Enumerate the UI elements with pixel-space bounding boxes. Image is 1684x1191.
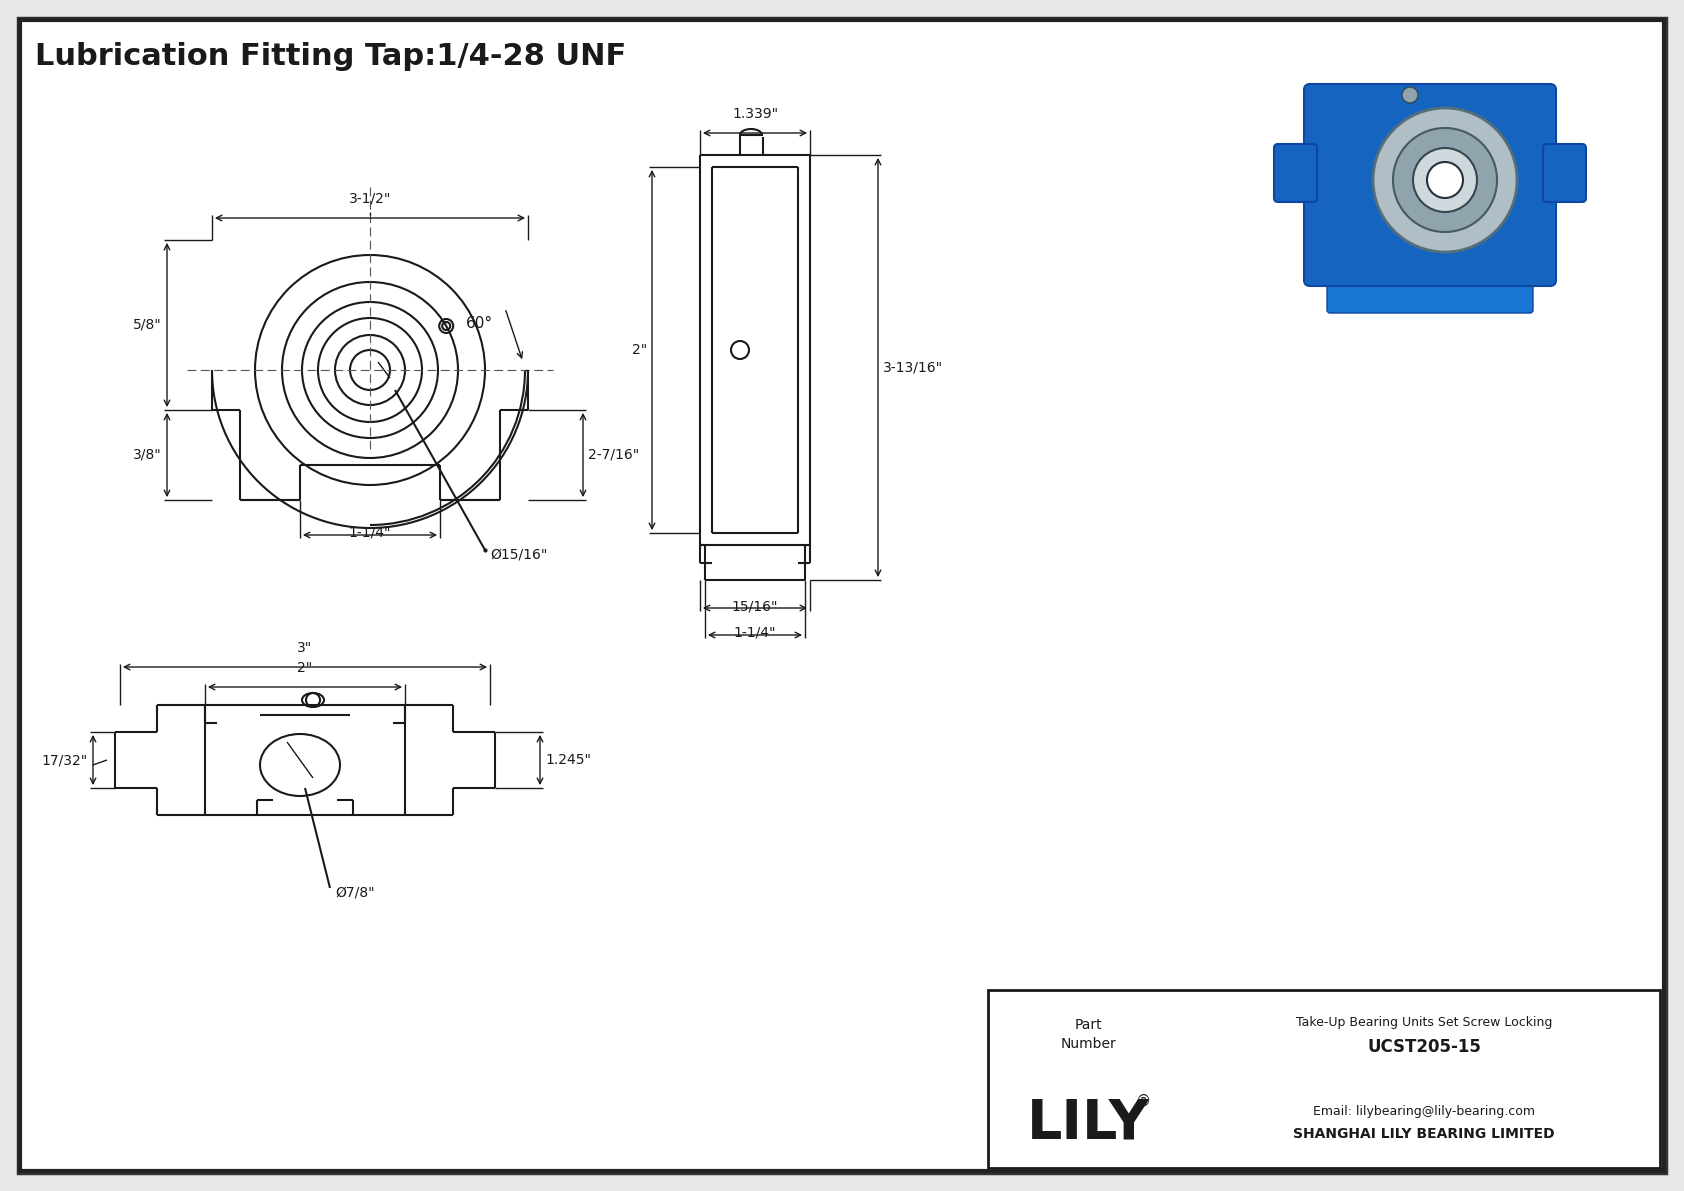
- Text: 17/32": 17/32": [42, 753, 88, 767]
- Text: 3/8": 3/8": [133, 448, 162, 462]
- Text: 15/16": 15/16": [733, 599, 778, 613]
- Text: 5/8": 5/8": [133, 318, 162, 332]
- Text: 3": 3": [298, 641, 313, 655]
- Text: ®: ®: [1137, 1095, 1152, 1109]
- Text: 1.339": 1.339": [733, 107, 778, 121]
- Text: SHANGHAI LILY BEARING LIMITED: SHANGHAI LILY BEARING LIMITED: [1293, 1127, 1554, 1141]
- Text: LILY: LILY: [1027, 1097, 1150, 1151]
- Circle shape: [1403, 87, 1418, 102]
- Text: Part
Number: Part Number: [1061, 1018, 1116, 1052]
- Text: 3-13/16": 3-13/16": [882, 361, 943, 374]
- FancyBboxPatch shape: [1303, 85, 1556, 286]
- Circle shape: [1426, 162, 1463, 198]
- FancyBboxPatch shape: [1275, 144, 1317, 202]
- Circle shape: [1413, 148, 1477, 212]
- Circle shape: [1372, 108, 1517, 252]
- Text: 2": 2": [632, 343, 647, 357]
- FancyBboxPatch shape: [1543, 144, 1586, 202]
- Text: 1.245": 1.245": [546, 753, 591, 767]
- Text: 1-1/4": 1-1/4": [349, 526, 391, 540]
- Text: Ø15/16": Ø15/16": [490, 548, 547, 562]
- Bar: [989, 990, 1660, 1168]
- Text: Email: lilybearing@lily-bearing.com: Email: lilybearing@lily-bearing.com: [1314, 1105, 1536, 1118]
- Text: 2": 2": [298, 661, 313, 675]
- Text: UCST205-15: UCST205-15: [1367, 1037, 1480, 1055]
- Text: 60°: 60°: [466, 316, 493, 331]
- Text: Ø7/8": Ø7/8": [335, 886, 374, 900]
- Text: Take-Up Bearing Units Set Screw Locking: Take-Up Bearing Units Set Screw Locking: [1295, 1016, 1553, 1029]
- Text: 3-1/2": 3-1/2": [349, 192, 391, 206]
- Text: 2-7/16": 2-7/16": [588, 448, 640, 462]
- FancyBboxPatch shape: [1327, 262, 1532, 313]
- Text: 1-1/4": 1-1/4": [734, 626, 776, 640]
- Text: Lubrication Fitting Tap:1/4-28 UNF: Lubrication Fitting Tap:1/4-28 UNF: [35, 42, 626, 71]
- Circle shape: [1393, 127, 1497, 232]
